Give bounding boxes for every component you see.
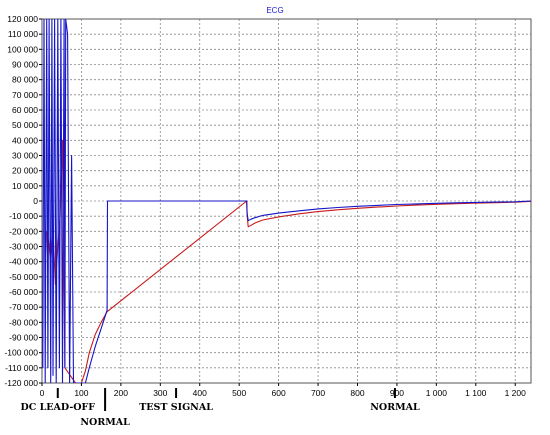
grid-lines — [41, 18, 531, 384]
event-label: TEST SIGNAL — [139, 402, 213, 413]
y-tick-label: -120 000 — [4, 378, 38, 388]
event-label: NORMAL — [80, 417, 130, 428]
x-tick-label: 0 — [40, 388, 45, 398]
y-tick-label: -70 000 — [9, 302, 38, 312]
y-tick-label: -50 000 — [9, 272, 38, 282]
event-label: NORMAL — [370, 402, 420, 413]
y-tick-label: 100 000 — [7, 44, 38, 54]
y-tick-label: -30 000 — [9, 242, 38, 252]
y-tick-label: 110 000 — [8, 29, 38, 39]
y-axis-ticks: 120 000 110 000 100 000 90 000 80 000 70 000 6… — [4, 14, 42, 388]
chart-title: ECG — [266, 6, 283, 15]
event-label: DC LEAD-OFF — [21, 402, 96, 413]
x-tick-label: 900 — [390, 388, 404, 398]
y-tick-label: -40 000 — [9, 257, 38, 267]
y-tick-label: 120 000 — [7, 14, 38, 24]
x-tick-label: 300 — [153, 388, 167, 398]
x-tick-label: 700 — [311, 388, 325, 398]
y-tick-label: 40 000 — [12, 135, 38, 145]
series-line — [42, 19, 531, 383]
y-tick-label: -100 000 — [4, 348, 38, 358]
y-tick-label: 60 000 — [12, 105, 38, 115]
x-tick-label: 400 — [193, 388, 207, 398]
x-tick-label: 500 — [232, 388, 246, 398]
y-tick-label: -60 000 — [9, 287, 38, 297]
y-tick-label: 70 000 — [12, 90, 38, 100]
event-annotations: DC LEAD-OFF NORMAL TEST SIGNAL NORMAL — [21, 388, 420, 428]
series-layer — [42, 19, 531, 383]
x-tick-label: 200 — [114, 388, 128, 398]
x-tick-label: 100 — [74, 388, 88, 398]
y-tick-label: 80 000 — [12, 75, 38, 85]
x-tick-label: 800 — [350, 388, 364, 398]
y-tick-label: -10 000 — [9, 211, 38, 221]
y-tick-label: 20 000 — [12, 166, 38, 176]
y-tick-label: 10 000 — [12, 181, 38, 191]
y-tick-label: 0 — [33, 196, 38, 206]
x-tick-label: 1 000 — [426, 388, 448, 398]
y-tick-label: 90 000 — [12, 60, 38, 70]
x-axis-ticks: 0 100 200 300 400 500 600 700 800 900 1 000 1 100 1 … — [40, 383, 526, 398]
y-tick-label: -80 000 — [9, 317, 38, 327]
x-tick-label: 1 200 — [505, 388, 527, 398]
y-tick-label: 50 000 — [12, 120, 38, 130]
y-tick-label: -20 000 — [9, 226, 38, 236]
y-tick-label: -110 000 — [5, 363, 38, 373]
x-tick-label: 600 — [272, 388, 286, 398]
y-tick-label: -90 000 — [9, 333, 38, 343]
x-tick-label: 1 100 — [465, 388, 487, 398]
y-tick-label: 30 000 — [12, 151, 38, 161]
